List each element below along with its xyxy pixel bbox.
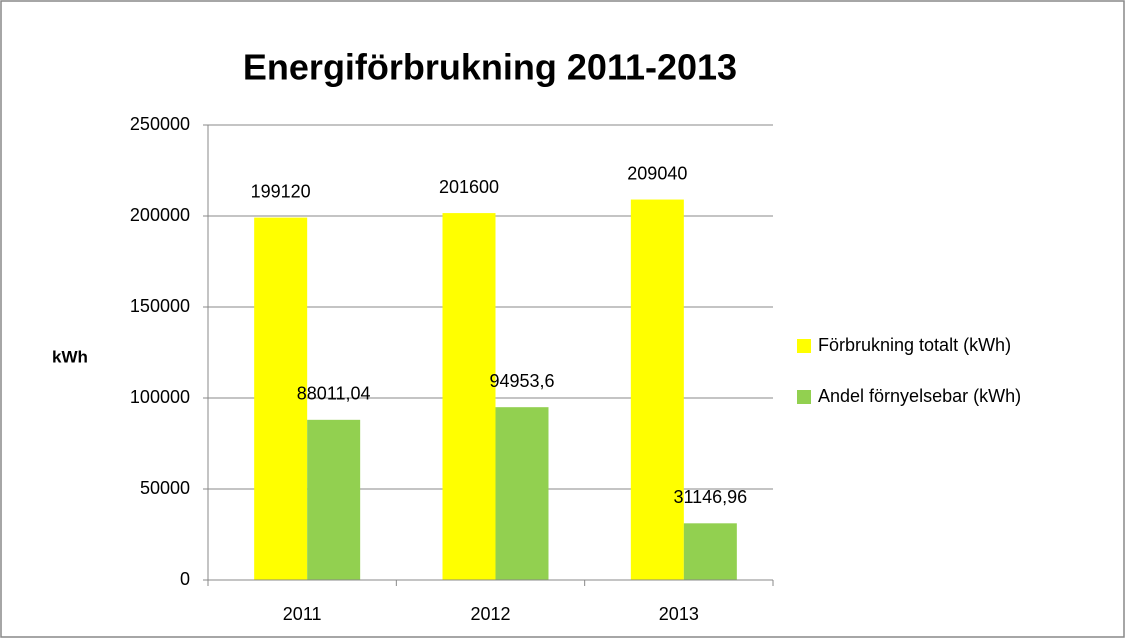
y-tick-label: 150000 [130,296,190,316]
bar [495,407,549,580]
bar [683,523,737,580]
legend-swatch [797,390,811,404]
data-label: 201600 [439,177,499,197]
data-label: 209040 [627,163,687,183]
legend-swatch [797,339,811,353]
legend-label: Förbrukning totalt (kWh) [818,335,1011,355]
y-tick-label: 100000 [130,387,190,407]
bar [307,419,361,580]
y-tick-label: 200000 [130,205,190,225]
data-label: 199120 [251,181,311,201]
bar [442,213,496,580]
data-label: 94953,6 [489,371,554,391]
bar [630,199,684,581]
legend-label: Andel förnyelsebar (kWh) [818,386,1021,406]
data-label: 88011,04 [297,384,371,404]
y-axis-label: kWh [52,347,88,366]
x-tick-label: 2011 [283,604,322,624]
chart-title: Energiförbrukning 2011-2013 [243,47,737,88]
y-tick-label: 250000 [130,114,190,134]
x-tick-label: 2013 [659,604,699,624]
x-tick-label: 2012 [470,604,510,624]
y-tick-label: 0 [180,569,190,589]
bar [254,217,308,580]
y-tick-label: 50000 [140,478,190,498]
data-label: 31146,96 [673,487,747,507]
